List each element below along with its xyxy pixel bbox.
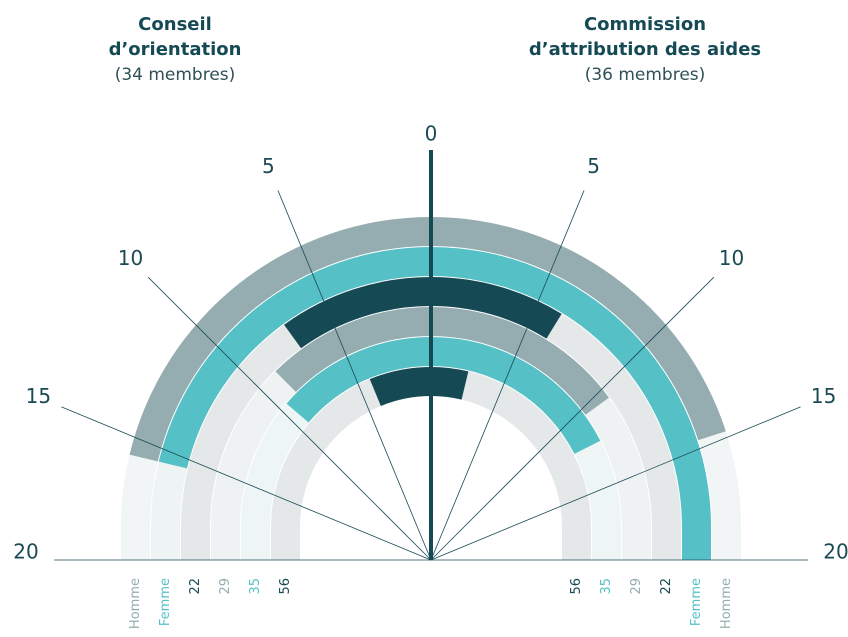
arc-bar [431,247,711,560]
legend-label: 22 [188,578,203,595]
legend-label: Homme [128,578,143,629]
tick-label: 15 [26,384,51,408]
legend-label: Femme [158,578,173,626]
arc-bar [431,307,609,415]
arc-bar [158,247,431,469]
tick-line [430,276,715,561]
tick-line [147,276,432,561]
tick-label: 20 [823,540,848,564]
tick-label: 5 [587,154,600,178]
arc-bar [286,337,431,423]
panel-title: Commission [584,14,706,35]
tick-line [430,406,801,561]
tick-label: 0 [425,122,438,146]
legend-label: 56 [569,578,584,595]
arc-bar [431,217,726,441]
legend-label: 22 [659,578,674,595]
tick-line [61,406,432,561]
legend-label: 35 [599,578,614,595]
panel-title: d’orientation [109,39,242,60]
arc-bar [431,337,601,454]
arc-bar [275,307,431,392]
panel-subtitle: (36 membres) [585,65,706,85]
panel-title: Conseil [138,14,212,35]
legend-label: 56 [278,578,293,595]
tick-line [430,190,585,561]
legend-label: 29 [218,578,233,595]
tick-label: 20 [13,540,38,564]
panel-title: d’attribution des aides [529,39,761,60]
tick-label: 5 [262,154,275,178]
tick-label: 10 [118,246,143,270]
tick-line [277,190,432,561]
panel-subtitle: (34 membres) [115,65,236,85]
legend-label: Femme [689,578,704,626]
legend-label: 35 [248,578,263,595]
arc-bar [284,277,431,349]
arc-bar [129,217,432,462]
tick-label: 10 [719,246,744,270]
tick-label: 15 [811,384,836,408]
legend-label: 29 [629,578,644,595]
arc-bar [369,367,431,406]
legend-label: Homme [719,578,734,629]
arc-bar [431,367,469,400]
